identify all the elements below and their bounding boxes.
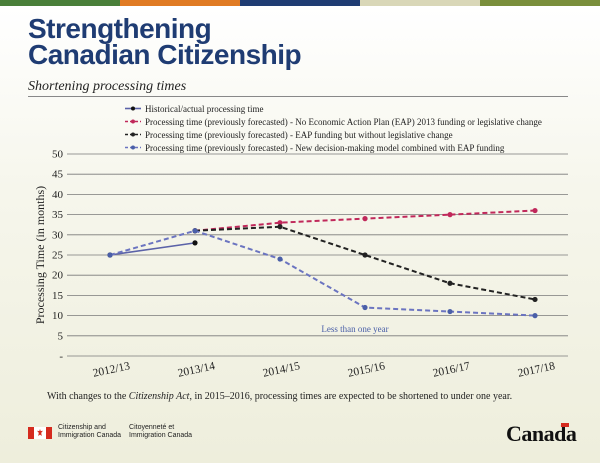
- y-tick-label: 40: [52, 189, 64, 201]
- y-tick-label: 30: [52, 229, 64, 241]
- y-tick-label: 15: [52, 290, 64, 302]
- legend-label: Historical/actual processing time: [145, 103, 264, 114]
- title-line-2: Canadian Citizenship: [28, 39, 302, 70]
- series-line: [109, 242, 196, 256]
- legend-swatch-marker: [131, 145, 135, 150]
- department-name-fr-line2: Immigration Canada: [129, 432, 193, 439]
- x-tick-label: 2015/16: [347, 360, 387, 380]
- legend-swatch-marker: [131, 119, 135, 124]
- title-line-1: Strengthening: [28, 13, 212, 44]
- y-tick-label: 45: [52, 169, 64, 181]
- series-line: [109, 229, 536, 317]
- legend-item: Processing time (previously forecasted) …: [125, 128, 542, 141]
- legend-swatch: [125, 106, 141, 111]
- data-point: [362, 304, 368, 311]
- footnote-text-after: , in 2015–2016, processing times are exp…: [189, 391, 513, 402]
- y-axis-label: Processing Time (in months): [33, 186, 47, 324]
- y-tick-label: 25: [52, 250, 64, 262]
- data-point: [107, 252, 113, 258]
- top-bar-segment: [240, 0, 360, 6]
- y-tick-label: 10: [52, 310, 64, 322]
- data-point: [532, 207, 538, 214]
- data-point: [277, 256, 283, 262]
- legend-swatch-marker: [131, 106, 135, 111]
- footnote: With changes to the Citizenship Act, in …: [47, 391, 512, 402]
- wordmark-flag-icon: [561, 423, 569, 427]
- x-tick-label: 2014/15: [262, 360, 302, 380]
- legend-label: Processing time (previously forecasted) …: [145, 129, 453, 140]
- x-tick-label: 2017/18: [517, 360, 557, 380]
- x-tick-label: 2013/14: [177, 360, 217, 380]
- y-tick-label: 35: [52, 209, 64, 221]
- data-point: [277, 220, 283, 226]
- data-point: [532, 313, 538, 319]
- legend-swatch: [125, 132, 141, 137]
- legend-item: Processing time (previously forecasted) …: [125, 141, 542, 154]
- department-name-en-line2: Immigration Canada: [58, 432, 122, 439]
- data-point: [447, 308, 453, 315]
- data-point: [447, 280, 453, 286]
- y-tick-label: 5: [58, 330, 64, 342]
- page-title: Strengthening Canadian Citizenship: [28, 13, 302, 70]
- data-point: [192, 240, 198, 246]
- department-name-en: Citizenship and Immigration Canada: [58, 424, 121, 440]
- data-point: [362, 216, 368, 222]
- x-tick-label: 2016/17: [432, 360, 472, 380]
- legend-item: Processing time (previously forecasted) …: [125, 115, 542, 128]
- department-name-fr-line1: Citoyenneté et: [129, 424, 175, 431]
- y-tick-label: 20: [52, 270, 64, 282]
- page-subtitle: Shortening processing times: [28, 79, 187, 94]
- top-bar-segment: [480, 0, 600, 6]
- top-bar-segment: [0, 0, 120, 6]
- canada-flag-icon: [28, 427, 52, 439]
- footnote-act-name: Citizenship Act: [128, 391, 190, 402]
- y-tick-label: -: [59, 351, 63, 363]
- y-tick-label: 50: [52, 149, 64, 161]
- legend-item: Historical/actual processing time: [125, 102, 542, 115]
- title-divider: [28, 96, 568, 97]
- series-line: [194, 225, 536, 301]
- top-color-bar: [0, 0, 600, 6]
- chart-legend: Historical/actual processing time Process…: [125, 102, 542, 154]
- x-tick-label: 2012/13: [92, 360, 132, 380]
- chart-annotation: Less than one year: [321, 324, 389, 334]
- top-bar-segment: [120, 0, 240, 6]
- department-name-fr: Citoyenneté et Immigration Canada: [129, 424, 192, 440]
- legend-swatch-marker: [131, 132, 135, 137]
- data-point: [532, 296, 538, 303]
- footnote-text-before: With changes to the: [47, 391, 129, 402]
- data-point: [447, 212, 453, 218]
- data-point: [277, 224, 283, 230]
- legend-label: Processing time (previously forecasted) …: [145, 142, 505, 153]
- top-bar-segment: [360, 0, 480, 6]
- legend-label: Processing time (previously forecasted) …: [145, 116, 542, 127]
- legend-swatch: [125, 145, 141, 150]
- legend-swatch: [125, 119, 141, 124]
- department-name-en-line1: Citizenship and: [58, 424, 106, 431]
- data-point: [362, 252, 368, 258]
- data-point: [192, 228, 198, 234]
- department-signature: Citizenship and Immigration Canada Citoy…: [28, 424, 200, 440]
